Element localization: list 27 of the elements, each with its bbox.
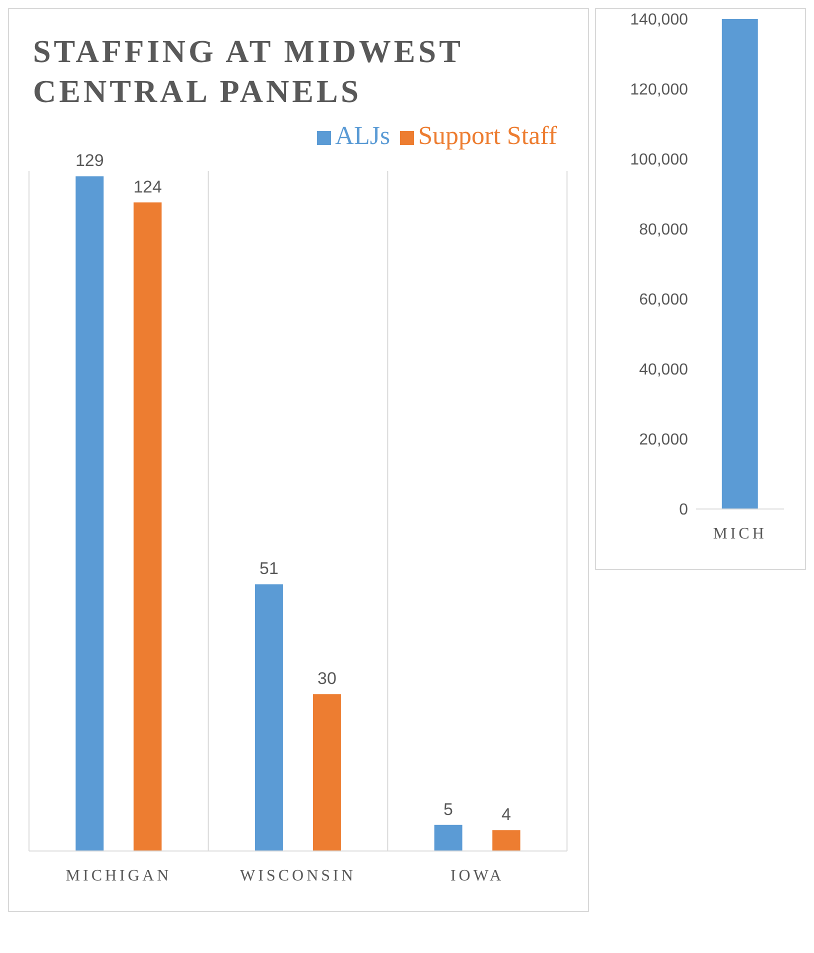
y-tick-label: 120,000 [630, 82, 688, 99]
x-tick-label: WISCONSIN [240, 867, 356, 884]
bar [76, 176, 104, 851]
y-tick-label: 100,000 [630, 152, 688, 169]
x-tick-label: MICH [712, 525, 766, 542]
bar [254, 584, 283, 851]
legend-label: ALJs [335, 121, 390, 150]
data-label: 5 [444, 800, 454, 819]
y-tick-label: 0 [678, 502, 688, 519]
legend-label: Support Staff [418, 121, 557, 150]
data-label: 51 [260, 559, 278, 578]
bar [134, 202, 162, 851]
y-tick-label: 80,000 [638, 222, 688, 239]
x-tick-label: IOWA [450, 867, 504, 884]
bar [312, 694, 341, 851]
chart-title: STAFFING AT MIDWEST CENTRAL PANELS [32, 32, 464, 111]
bar [492, 830, 520, 851]
data-label: 30 [318, 669, 336, 688]
x-tick-label: MICHIGAN [66, 867, 172, 884]
data-label: 4 [502, 805, 512, 824]
y-tick-label: 20,000 [638, 432, 688, 449]
data-label: 124 [133, 177, 162, 196]
y-tick-label: 140,000 [630, 12, 688, 29]
bar [434, 824, 462, 851]
data-label: 129 [75, 151, 104, 170]
y-tick-label: 40,000 [638, 362, 688, 379]
y-tick-label: 60,000 [638, 292, 688, 309]
